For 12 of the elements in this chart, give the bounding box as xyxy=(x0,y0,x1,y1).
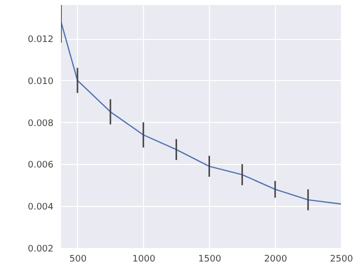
line-series xyxy=(61,21,341,205)
x-tick-label: 2500 xyxy=(330,254,354,263)
y-tick-label: 0.006 xyxy=(28,160,54,171)
y-tick-label: 0.004 xyxy=(28,202,54,213)
y-tick-label: 0.002 xyxy=(28,244,54,254)
x-tick-label: 2000 xyxy=(264,254,288,263)
y-tick-label: 0.008 xyxy=(28,118,54,129)
y-tick-label: 0.010 xyxy=(28,76,54,87)
x-tick-label: 1500 xyxy=(198,254,222,263)
x-tick-label: 1000 xyxy=(132,254,156,263)
x-tick-label: 500 xyxy=(69,254,87,263)
y-tick-label: 0.012 xyxy=(28,35,54,46)
